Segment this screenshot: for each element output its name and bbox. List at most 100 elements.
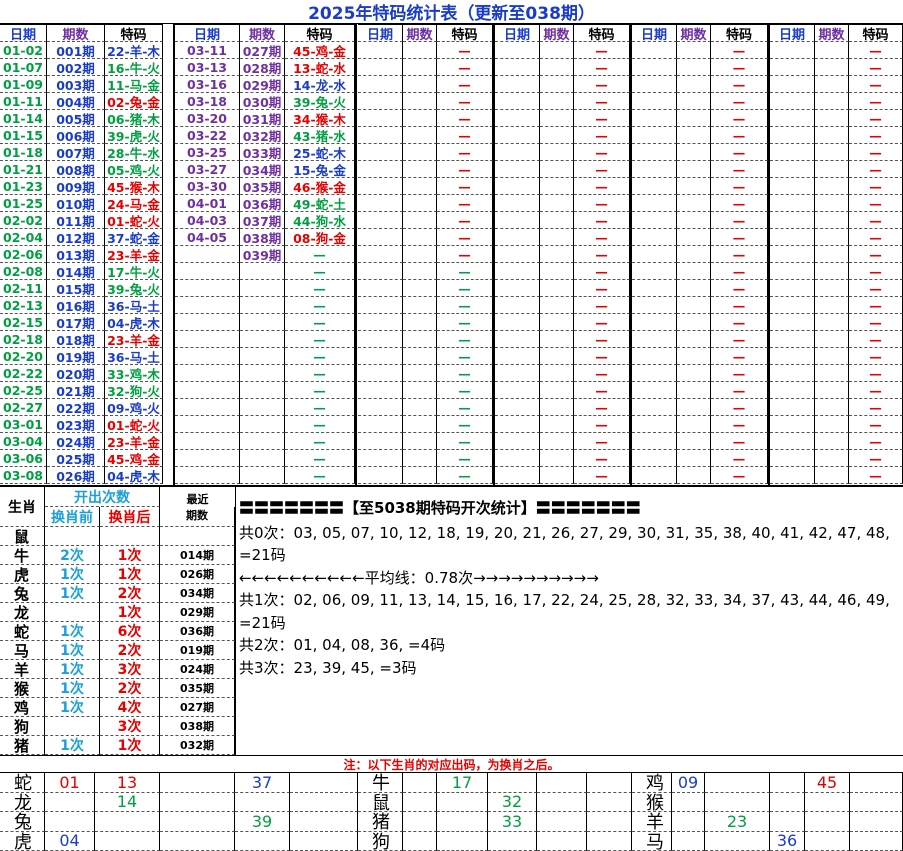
code-cell: — (711, 297, 768, 314)
code-cell: 37-蛇-金 (105, 229, 163, 246)
issue-cell: 011期 (47, 212, 105, 229)
issue-cell: 008期 (47, 161, 105, 178)
date-cell (632, 195, 677, 212)
code-cell: 17-牛-火 (105, 263, 163, 280)
issue-cell (403, 246, 437, 263)
code-cell: — (711, 280, 768, 297)
column-header: 期数 (240, 24, 285, 42)
code-cell: — (574, 195, 630, 212)
date-cell (770, 246, 815, 263)
issue-cell: 001期 (47, 42, 105, 59)
date-cell: 03-06 (0, 450, 47, 467)
code-cell: — (437, 161, 493, 178)
date-cell: 03-20 (175, 110, 240, 127)
issue-cell: 019期 (47, 348, 105, 365)
code-cell: — (437, 450, 493, 467)
code-cell: — (437, 416, 493, 433)
count-before: 2次 (45, 546, 100, 565)
code-cell: — (849, 314, 903, 331)
date-cell (495, 365, 540, 382)
issue-cell: 036期 (240, 195, 285, 212)
issue-cell (815, 246, 849, 263)
issue-cell (540, 365, 574, 382)
zodiac: 猴 (632, 792, 672, 812)
code-cell: — (849, 246, 903, 263)
issue-cell (815, 229, 849, 246)
date-cell: 02-18 (0, 331, 47, 348)
count-after: 6次 (100, 622, 160, 641)
date-cell: 01-14 (0, 110, 47, 127)
zodiac: 猪 (0, 736, 45, 755)
code-cell: — (437, 433, 493, 450)
issue-cell (815, 127, 849, 144)
column-header: 特码 (105, 24, 163, 42)
issue-cell: 015期 (47, 280, 105, 297)
latest-issue: 027期 (160, 698, 235, 717)
code-cell: — (437, 348, 493, 365)
issue-cell (815, 399, 849, 416)
code-cell: 25-蛇-木 (285, 144, 355, 161)
issue-cell (240, 331, 285, 348)
code-cell: — (574, 93, 630, 110)
date-cell (770, 280, 815, 297)
issue-cell (677, 93, 711, 110)
issue-cell: 003期 (47, 76, 105, 93)
code-cell: — (285, 416, 355, 433)
date-cell (358, 59, 403, 76)
date-cell (495, 229, 540, 246)
date-cell (495, 76, 540, 93)
date-cell: 02-20 (0, 348, 47, 365)
number-cell: 39 (235, 812, 290, 832)
column-header: 日期 (632, 24, 677, 42)
number-cell: 01 (45, 773, 95, 793)
code-cell: — (285, 433, 355, 450)
issue-cell: 005期 (47, 110, 105, 127)
number-cell (805, 831, 850, 851)
date-cell (770, 229, 815, 246)
number-cell (437, 831, 488, 851)
issue-cell: 037期 (240, 212, 285, 229)
date-cell (632, 144, 677, 161)
zodiac: 虎 (0, 565, 45, 584)
column-header: 日期 (358, 24, 403, 42)
date-cell (495, 93, 540, 110)
issue-cell: 016期 (47, 297, 105, 314)
code-cell: — (437, 110, 493, 127)
issue-cell: 027期 (240, 42, 285, 59)
zodiac: 鸡 (0, 698, 45, 717)
date-cell: 01-15 (0, 127, 47, 144)
issue-cell (403, 399, 437, 416)
issue-cell: 032期 (240, 127, 285, 144)
section-divider (0, 485, 903, 487)
count-after: 1次 (100, 546, 160, 565)
date-cell (770, 144, 815, 161)
code-cell: — (437, 93, 493, 110)
number-cell (672, 792, 705, 812)
code-cell: — (574, 42, 630, 59)
issue-cell (540, 76, 574, 93)
issue-cell: 017期 (47, 314, 105, 331)
number-cell (705, 792, 770, 812)
number-cell (95, 831, 160, 851)
code-cell: 06-猪-木 (105, 110, 163, 127)
code-cell: — (711, 127, 768, 144)
code-cell: — (285, 331, 355, 348)
issue-cell (540, 348, 574, 365)
date-cell (358, 127, 403, 144)
code-cell: — (849, 348, 903, 365)
number-cell (160, 792, 235, 812)
code-cell: — (711, 59, 768, 76)
issue-cell (677, 399, 711, 416)
date-cell: 03-04 (0, 433, 47, 450)
number-cell (770, 812, 805, 832)
code-cell: — (285, 280, 355, 297)
code-cell: 04-虎-木 (105, 314, 163, 331)
date-cell (770, 212, 815, 229)
issue-cell (677, 144, 711, 161)
number-cell (587, 831, 632, 851)
date-cell: 03-08 (0, 467, 47, 484)
code-cell: — (437, 229, 493, 246)
code-cell: — (711, 399, 768, 416)
issue-cell (540, 297, 574, 314)
date-cell (632, 246, 677, 263)
